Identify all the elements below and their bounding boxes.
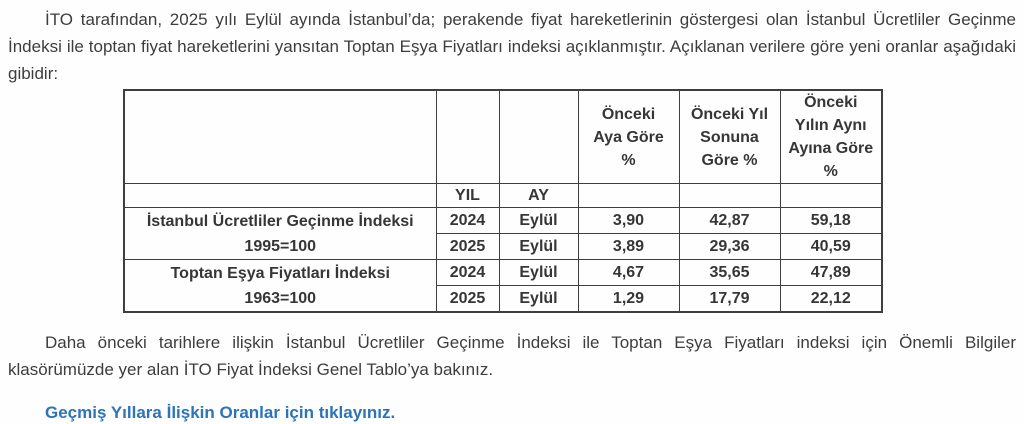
cell-yil: 2025 — [435, 233, 500, 260]
cell-yil: 2024 — [435, 207, 500, 234]
empty-header-cell — [435, 89, 500, 184]
table-row: 2025 Eylül 3,89 29,36 40,59 — [124, 233, 883, 260]
empty-header-cell — [123, 89, 437, 184]
table-subheader-row: YIL AY — [123, 183, 883, 208]
cell-ay: Eylül — [498, 285, 579, 313]
cell-onceki-yilin-ayni-ayina-gore: 47,89 — [779, 259, 883, 286]
cell-onceki-yilin-ayni-ayina-gore: 40,59 — [779, 233, 883, 260]
link-line: Geçmiş Yıllara İlişkin Oranlar için tıkl… — [45, 403, 1016, 423]
cell-onceki-yilin-ayni-ayina-gore: 59,18 — [779, 207, 883, 234]
page: İTO tarafından, 2025 yılı Eylül ayında İ… — [0, 6, 1024, 423]
cell-yil: 2025 — [435, 285, 500, 313]
cell-onceki-aya-gore: 3,89 — [577, 233, 680, 260]
cell-ay: Eylül — [498, 207, 579, 234]
cell-onceki-aya-gore: 3,90 — [577, 207, 680, 234]
table-row: Toptan Eşya Fiyatları İndeksi 1963=100 2… — [123, 259, 883, 313]
cell-onceki-aya-gore: 1,29 — [577, 285, 680, 313]
table-row: İstanbul Ücretliler Geçinme İndeksi 1995… — [123, 207, 883, 260]
index-name-toptan-esya: Toptan Eşya Fiyatları İndeksi 1963=100 — [123, 259, 437, 313]
header-onceki-aya-gore: Önceki Aya Göre % — [577, 89, 680, 184]
empty-cell — [123, 183, 437, 208]
cell-onceki-yil-sonuna-gore: 17,79 — [678, 285, 781, 313]
cell-onceki-yil-sonuna-gore: 42,87 — [678, 207, 781, 234]
index-name-ucretliler-gecinme: İstanbul Ücretliler Geçinme İndeksi 1995… — [123, 207, 437, 260]
past-years-rates-link[interactable]: Geçmiş Yıllara İlişkin Oranlar için tıkl… — [45, 403, 396, 422]
cell-yil: 2024 — [435, 259, 500, 286]
header-onceki-yilin-ayni-ayina-gore: Önceki Yılın Aynı Ayına Göre % — [779, 89, 883, 184]
empty-header-cell — [498, 89, 579, 184]
footer-paragraph: Daha önceki tarihlere ilişkin İstanbul Ü… — [8, 333, 1016, 379]
intro-paragraph: İTO tarafından, 2025 yılı Eylül ayında İ… — [8, 10, 1016, 83]
empty-cell — [678, 183, 781, 208]
header-onceki-yil-sonuna-gore: Önceki Yıl Sonuna Göre % — [678, 89, 781, 184]
cell-onceki-yilin-ayni-ayina-gore: 22,12 — [779, 285, 883, 313]
empty-cell — [779, 183, 883, 208]
cell-onceki-aya-gore: 4,67 — [577, 259, 680, 286]
cell-ay: Eylül — [498, 259, 579, 286]
table-row: 2025 Eylül 1,29 17,79 22,12 — [124, 285, 883, 313]
cell-ay: Eylül — [498, 233, 579, 260]
header-ay: AY — [498, 183, 579, 208]
price-index-table: Önceki Aya Göre % Önceki Yıl Sonuna Göre… — [123, 89, 883, 313]
cell-onceki-yil-sonuna-gore: 29,36 — [678, 233, 781, 260]
table-header-row: Önceki Aya Göre % Önceki Yıl Sonuna Göre… — [123, 89, 883, 184]
header-yil: YIL — [435, 183, 500, 208]
cell-onceki-yil-sonuna-gore: 35,65 — [678, 259, 781, 286]
empty-cell — [577, 183, 680, 208]
